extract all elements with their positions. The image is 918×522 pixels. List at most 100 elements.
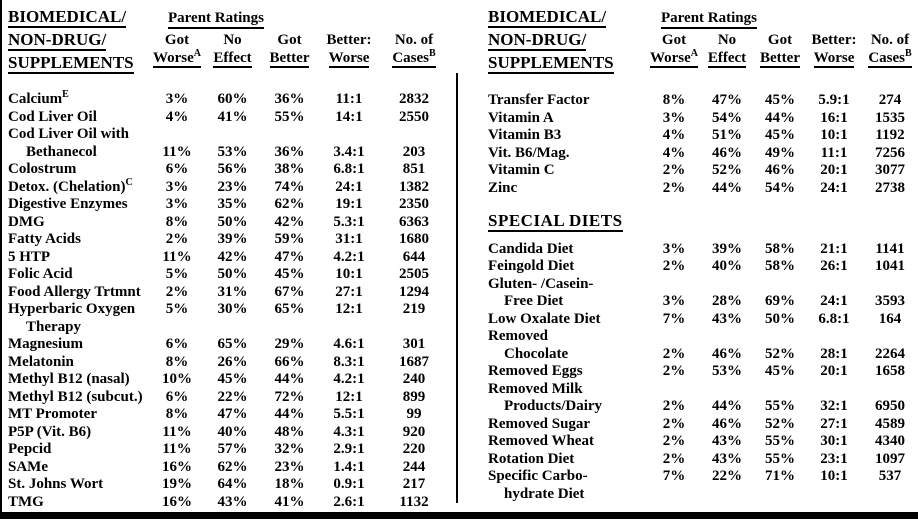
pct-got-worse (648, 328, 700, 346)
num-cases: 2738 (875, 179, 905, 196)
col-head-got-worse: WorseA (152, 47, 202, 68)
row-label: Food Allergy Trtmnt (8, 283, 141, 300)
ratio-better-worse: 8.3:1 (333, 353, 365, 370)
ratio-better-worse: 24:1 (335, 178, 363, 195)
pct-got-better: 52% (765, 415, 795, 432)
pct-got-worse: 8% (165, 353, 189, 370)
ratio-better-worse: 5.9:1 (818, 92, 850, 108)
table-row: Hyperbaric Oxygen 5% 30% 65% 12:1 219 (8, 301, 448, 319)
footnote-sup: B (905, 47, 912, 59)
row-label: Hyperbaric Oxygen (8, 301, 136, 317)
table-row: Vit. B6/Mag. 4% 46% 49% 11:1 7256 (488, 145, 918, 163)
row-label: Magnesium (8, 336, 83, 352)
ratio-better-worse: 31:1 (335, 231, 363, 247)
pct-got-better: 38% (274, 161, 305, 177)
table-title: BIOMEDICAL/ NON-DRUG/ SUPPLEMENTS (488, 5, 648, 74)
table-row: Digestive Enzymes 3% 35% 62% 19:1 2350 (8, 196, 448, 214)
ratio-better-worse: 4.3:1 (333, 423, 365, 440)
num-cases: 2832 (399, 91, 429, 107)
row-label: Feingold Diet (488, 258, 575, 274)
pct-got-better: 55% (765, 398, 795, 414)
group-header-cell: Parent Ratings (150, 5, 318, 30)
pct-got-worse: 6% (165, 161, 189, 177)
pct-no-effect: 43% (712, 450, 742, 467)
pct-got-better: 71% (765, 468, 795, 484)
num-cases (380, 126, 448, 144)
pct-got-worse: 16% (162, 493, 192, 510)
table-row: Bethanecol 11% 53% 36% 3.4:1 203 (8, 144, 448, 162)
table-row: Transfer Factor 8% 47% 45% 5.9:1 274 (488, 92, 918, 110)
pct-got-worse: 8% (662, 92, 686, 108)
table-row: Free Diet 3% 28% 69% 24:1 3593 (488, 293, 918, 311)
pct-no-effect: 44% (712, 398, 742, 414)
pct-got-worse: 7% (662, 310, 686, 327)
pct-no-effect: 46% (712, 345, 742, 362)
pct-no-effect: 43% (712, 310, 742, 327)
col-head-better-worse: Worse (328, 49, 370, 68)
pct-no-effect: 22% (712, 468, 742, 484)
ratio-better-worse: 4.2:1 (333, 248, 365, 265)
header-row-line1: Got No Got Better: No. of (488, 29, 918, 49)
num-cases (862, 276, 918, 294)
pct-got-worse: 19% (162, 476, 192, 492)
pct-got-better: 74% (274, 178, 305, 195)
pct-got-better: 58% (765, 258, 795, 274)
col-head-num-cases: CasesB (392, 47, 436, 68)
pct-got-better: 44% (274, 371, 305, 387)
ratio-better-worse: 10:1 (820, 127, 848, 143)
table-row: St. Johns Wort 19% 64% 18% 0.9:1 217 (8, 476, 448, 494)
pct-got-worse: 11% (162, 423, 192, 440)
table-body: CalciumE 3% 60% 36% 11:1 2832 Cod Liver Oil 4% 4… (8, 90, 448, 512)
pct-no-effect: 54% (712, 109, 742, 126)
pct-got-worse: 10% (162, 371, 192, 387)
ratio-better-worse: 6.8:1 (818, 310, 850, 327)
spacer-cell (862, 5, 918, 29)
num-cases: 219 (402, 301, 426, 317)
num-cases: 240 (402, 371, 426, 387)
row-label: Cod Liver Oil with (8, 126, 129, 142)
table-row: Cod Liver Oil 4% 41% 55% 14:1 2550 (8, 109, 448, 127)
table-row: Therapy (8, 319, 448, 337)
pct-no-effect: 53% (217, 143, 248, 160)
ratio-better-worse: 4.2:1 (333, 371, 365, 387)
table-row: Products/Dairy 2% 44% 55% 32:1 6950 (488, 398, 918, 416)
pct-got-better: 32% (274, 441, 305, 457)
row-label: TMG (8, 493, 44, 510)
ratio-better-worse (806, 381, 862, 399)
pct-got-better: 41% (274, 493, 305, 510)
header-row-line2: WorseA Effect Better Worse CasesB (488, 47, 918, 74)
num-cases: 164 (878, 310, 902, 327)
pct-got-worse: 11% (162, 248, 192, 265)
pct-got-worse (648, 381, 700, 399)
pct-got-better: 69% (765, 293, 795, 309)
pct-got-worse: 2% (662, 398, 686, 414)
col-head-no-effect: Effect (213, 49, 252, 68)
ratio-better-worse: 30:1 (820, 433, 848, 449)
pct-no-effect: 28% (712, 293, 742, 309)
row-label: Free Diet (504, 293, 564, 309)
row-label: DMG (8, 213, 45, 230)
row-label: St. Johns Wort (8, 476, 104, 492)
table-row: Methyl B12 (subcut.) 6% 22% 72% 12:1 899 (8, 389, 448, 407)
row-label: Removed (488, 328, 548, 344)
table-row: TMG 16% 43% 41% 2.6:1 1132 (8, 494, 448, 512)
col-head-got-worse: WorseA (649, 47, 699, 68)
row-label: Pepcid (8, 441, 52, 457)
pct-no-effect: 43% (217, 493, 248, 510)
table-row: Removed Eggs 2% 53% 45% 20:1 1658 (488, 363, 918, 381)
pct-got-better: 45% (765, 363, 795, 379)
ratio-better-worse: 3.4:1 (333, 143, 365, 160)
pct-no-effect: 46% (712, 144, 742, 161)
footnote-sup: A (193, 47, 202, 59)
row-label: Melatonin (8, 353, 74, 370)
col-head-num-cases: CasesB (868, 47, 912, 68)
num-cases: 203 (402, 143, 426, 160)
table-row: Chocolate 2% 46% 52% 28:1 2264 (488, 346, 918, 364)
pct-got-worse: 2% (662, 179, 686, 196)
center-divider-line (456, 73, 458, 503)
pct-got-worse: 2% (662, 433, 686, 449)
pct-got-better: 55% (765, 433, 795, 449)
spacer-cell (318, 5, 380, 29)
pct-got-better: 54% (765, 179, 795, 196)
header-row-line1: Got No Got Better: No. of (8, 29, 448, 49)
